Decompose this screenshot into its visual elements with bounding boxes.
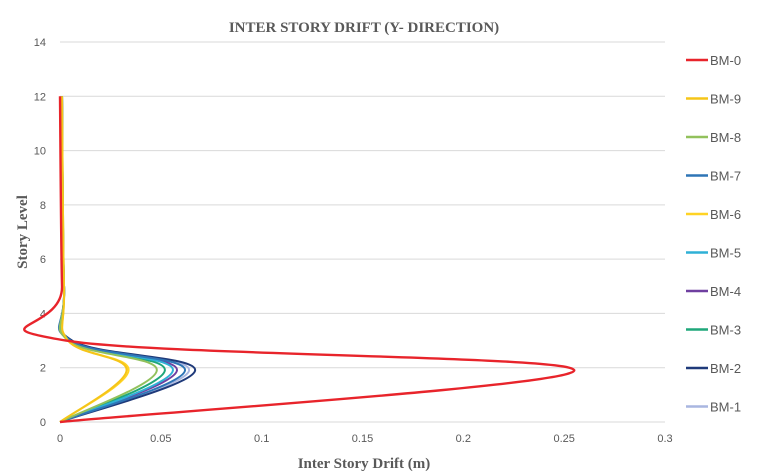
x-axis-title: Inter Story Drift (m) xyxy=(298,456,431,472)
x-tick-1: 0.05 xyxy=(150,433,171,445)
legend-item-bm-1: BM-1 xyxy=(686,400,741,415)
legend-label: BM-5 xyxy=(710,246,741,261)
legend-label: BM-9 xyxy=(710,92,741,107)
line-bm-0 xyxy=(23,96,576,424)
legend-item-bm-5: BM-5 xyxy=(686,246,741,261)
legend-item-bm-9: BM-9 xyxy=(686,92,741,107)
series-bm-9 xyxy=(59,96,128,423)
y-tick-7: 14 xyxy=(34,37,46,49)
plot-area xyxy=(23,96,576,424)
y-tick-labels: 0 2 4 6 8 10 12 14 xyxy=(34,37,46,429)
line-bm-9 xyxy=(59,96,128,423)
legend-label: BM-2 xyxy=(710,361,741,376)
x-tick-6: 0.3 xyxy=(657,433,672,445)
series-bm-0 xyxy=(23,96,576,424)
y-tick-1: 2 xyxy=(40,363,46,375)
y-tick-6: 12 xyxy=(34,91,46,103)
legend-label: BM-4 xyxy=(710,284,741,299)
legend-item-bm-7: BM-7 xyxy=(686,169,741,184)
legend-label: BM-7 xyxy=(710,169,741,184)
legend-item-bm-2: BM-2 xyxy=(686,361,741,376)
x-tick-labels: 0 0.05 0.1 0.15 0.2 0.25 0.3 xyxy=(57,433,673,445)
chart-title: INTER STORY DRIFT (Y- DIRECTION) xyxy=(229,20,499,36)
legend-item-bm-6: BM-6 xyxy=(686,207,741,222)
legend-label: BM-6 xyxy=(710,207,741,222)
x-tick-2: 0.1 xyxy=(254,433,269,445)
legend-item-bm-0: BM-0 xyxy=(686,53,741,68)
y-axis-title: Story Level xyxy=(15,195,31,269)
legend-item-bm-4: BM-4 xyxy=(686,284,741,299)
x-tick-5: 0.25 xyxy=(553,433,574,445)
legend-label: BM-8 xyxy=(710,130,741,145)
y-tick-0: 0 xyxy=(40,417,46,429)
legend-item-bm-3: BM-3 xyxy=(686,323,741,338)
y-tick-2: 4 xyxy=(40,308,46,320)
y-tick-5: 10 xyxy=(34,146,46,158)
legend-item-bm-8: BM-8 xyxy=(686,130,741,145)
y-tick-4: 8 xyxy=(40,200,46,212)
legend-label: BM-1 xyxy=(710,400,741,415)
legend-label: BM-3 xyxy=(710,323,741,338)
y-tick-3: 6 xyxy=(40,254,46,266)
legend: BM-0 BM-9 BM-8 BM-7 BM-6 BM-5 BM-4 BM-3 BM-2 BM-1 xyxy=(686,53,741,415)
x-tick-4: 0.2 xyxy=(456,433,471,445)
x-tick-0: 0 xyxy=(57,433,63,445)
legend-label: BM-0 xyxy=(710,53,741,68)
x-tick-3: 0.15 xyxy=(352,433,373,445)
grid-lines xyxy=(60,41,665,423)
